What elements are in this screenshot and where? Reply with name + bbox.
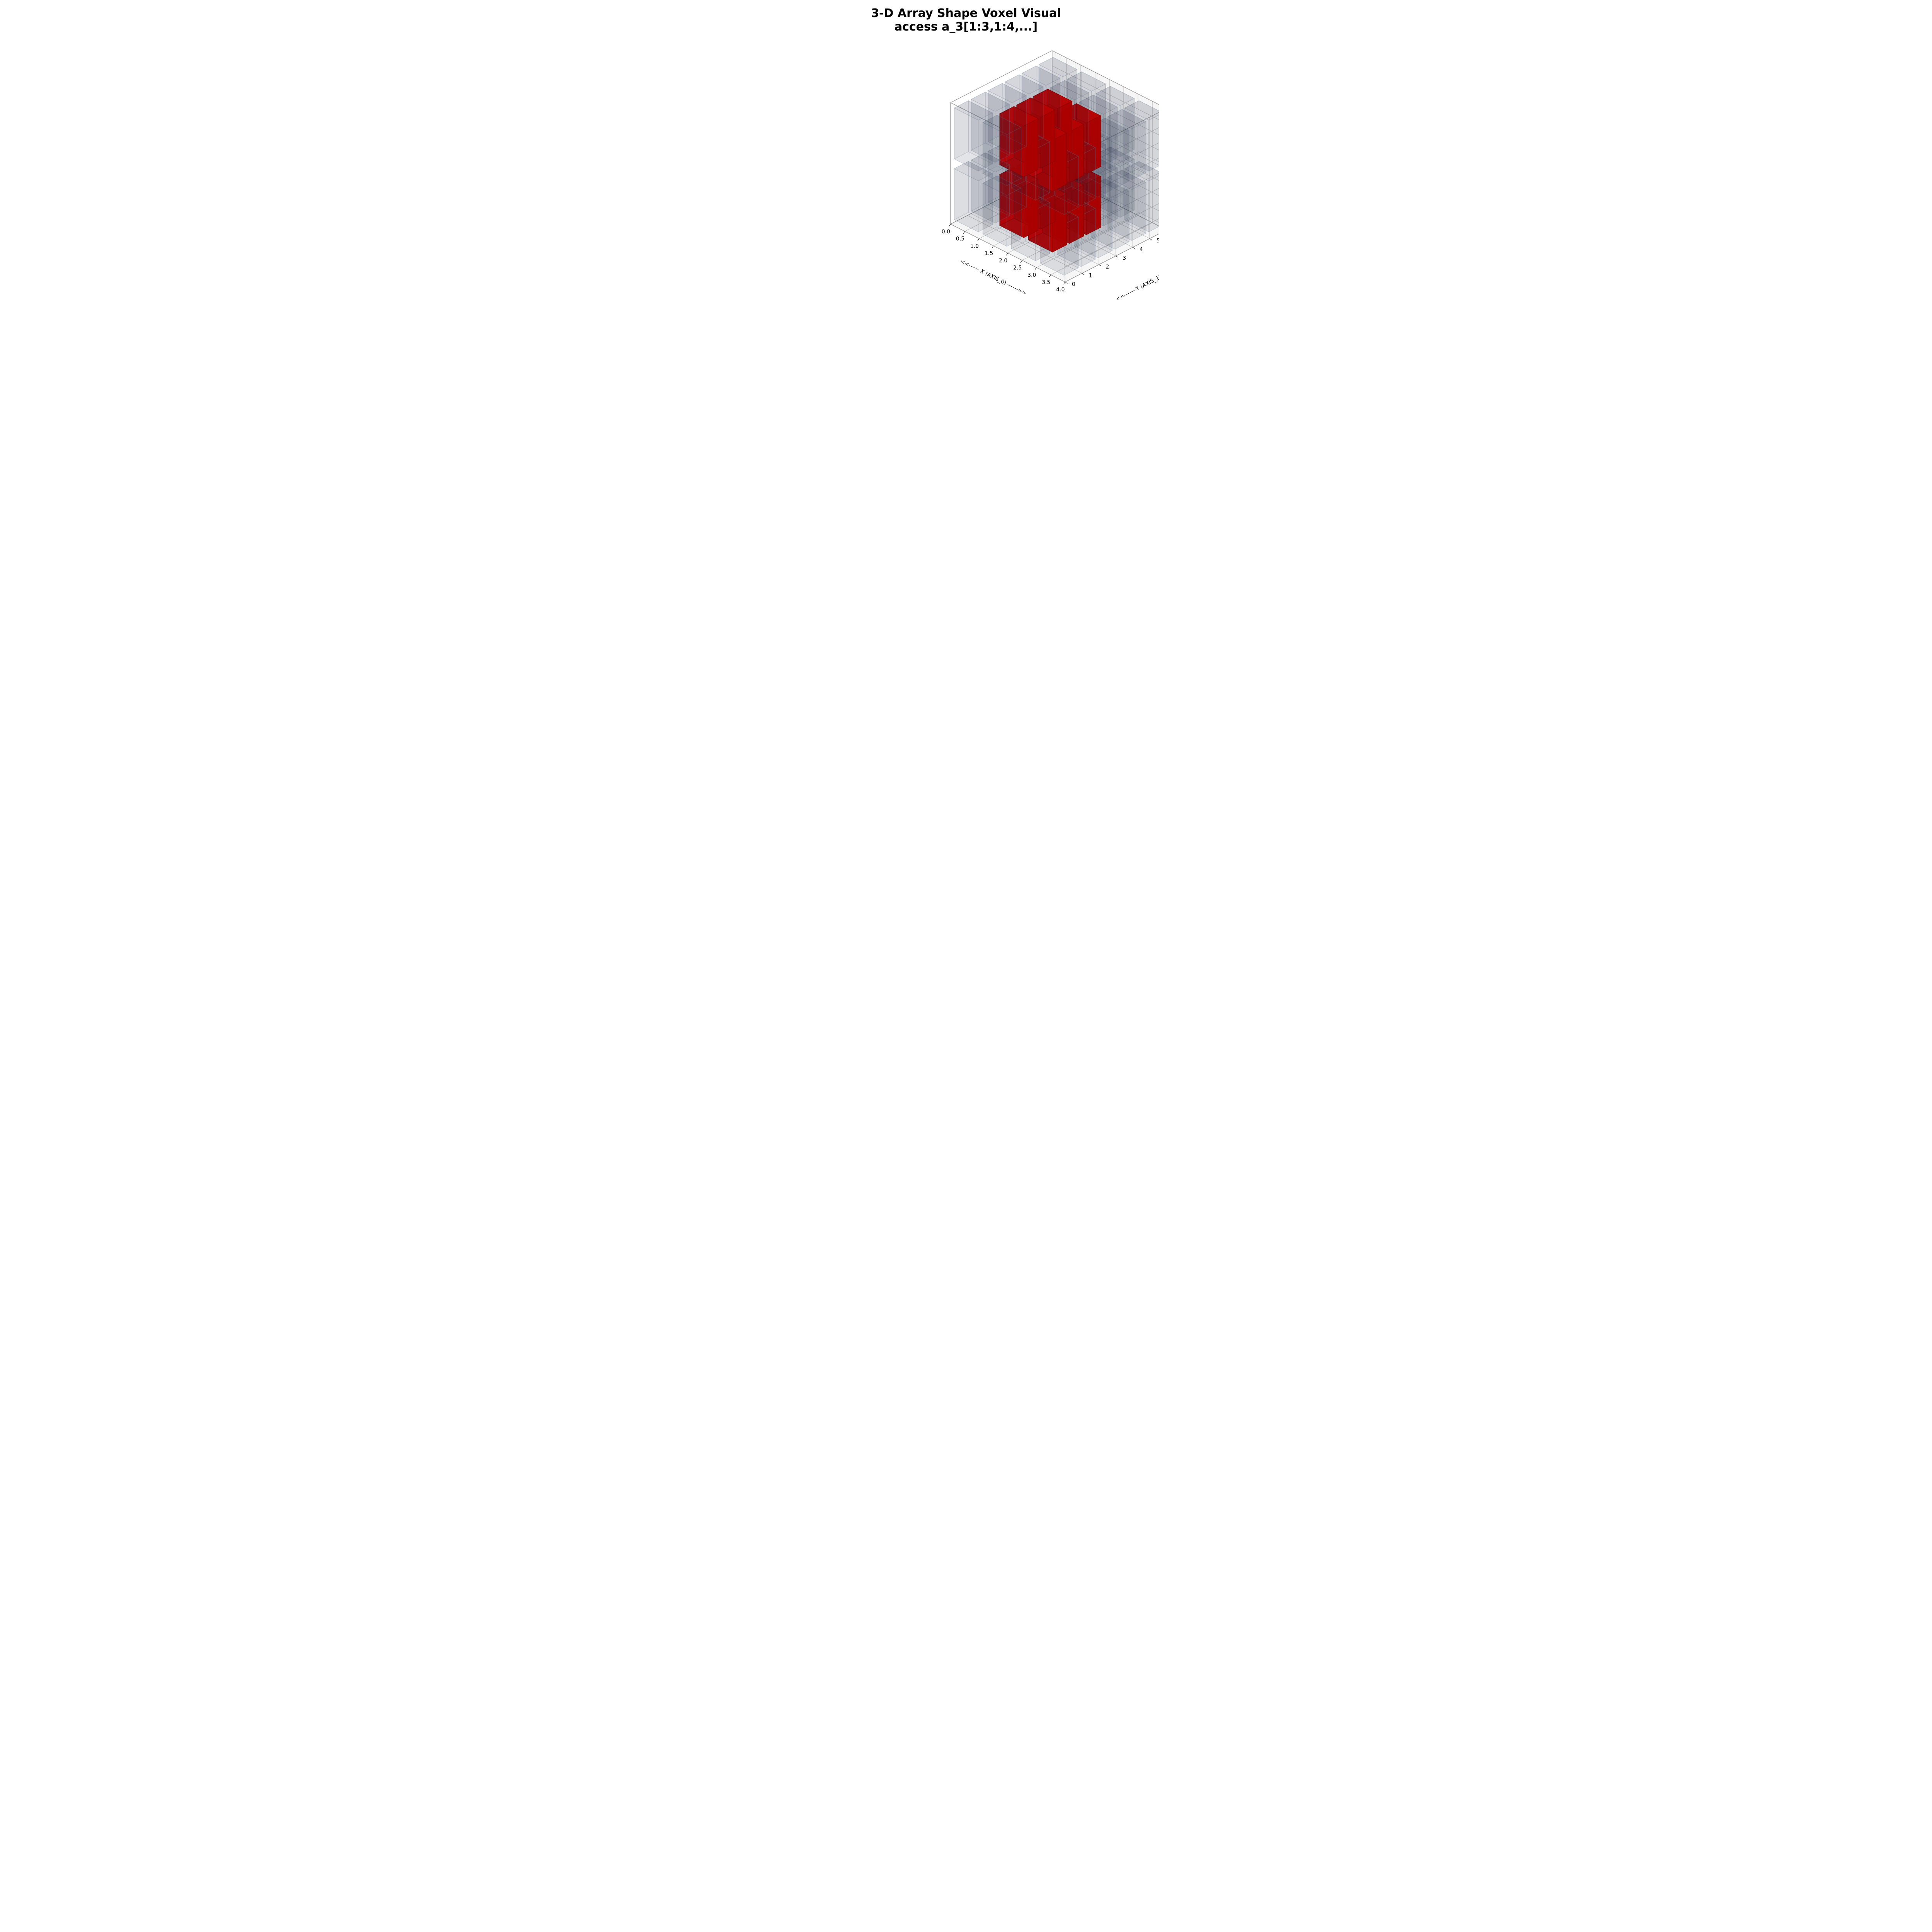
voxel-chart: 0.00.51.01.52.02.53.03.54.00123450.250.5… <box>773 43 1159 390</box>
svg-text:3.0: 3.0 <box>1027 272 1036 278</box>
svg-text:1: 1 <box>1089 272 1092 279</box>
chart-title-line1: 3-D Array Shape Voxel Visual <box>773 7 1159 20</box>
svg-text:1.5: 1.5 <box>985 250 993 257</box>
chart-title: 3-D Array Shape Voxel Visual access a_3[… <box>773 7 1159 34</box>
svg-text:2.5: 2.5 <box>1013 265 1022 271</box>
svg-text:0: 0 <box>1072 281 1075 287</box>
chart-title-line2: access a_3[1:3,1:4,...] <box>773 20 1159 34</box>
svg-text:5: 5 <box>1156 238 1159 244</box>
svg-text:0.0: 0.0 <box>942 229 950 235</box>
svg-text:1.0: 1.0 <box>970 243 979 249</box>
svg-text:4: 4 <box>1139 247 1143 253</box>
svg-text:0.5: 0.5 <box>956 236 964 242</box>
x-axis-label: <<------ X (AXIS_0) ------>> <box>959 258 1027 297</box>
svg-text:4.0: 4.0 <box>1056 287 1065 293</box>
svg-text:2: 2 <box>1106 264 1109 270</box>
svg-text:3.5: 3.5 <box>1042 279 1050 286</box>
svg-text:3: 3 <box>1122 255 1126 261</box>
y-axis-label: <<------ Y (AXIS_1) ------>> <box>1115 264 1159 302</box>
svg-text:2.0: 2.0 <box>999 258 1007 264</box>
